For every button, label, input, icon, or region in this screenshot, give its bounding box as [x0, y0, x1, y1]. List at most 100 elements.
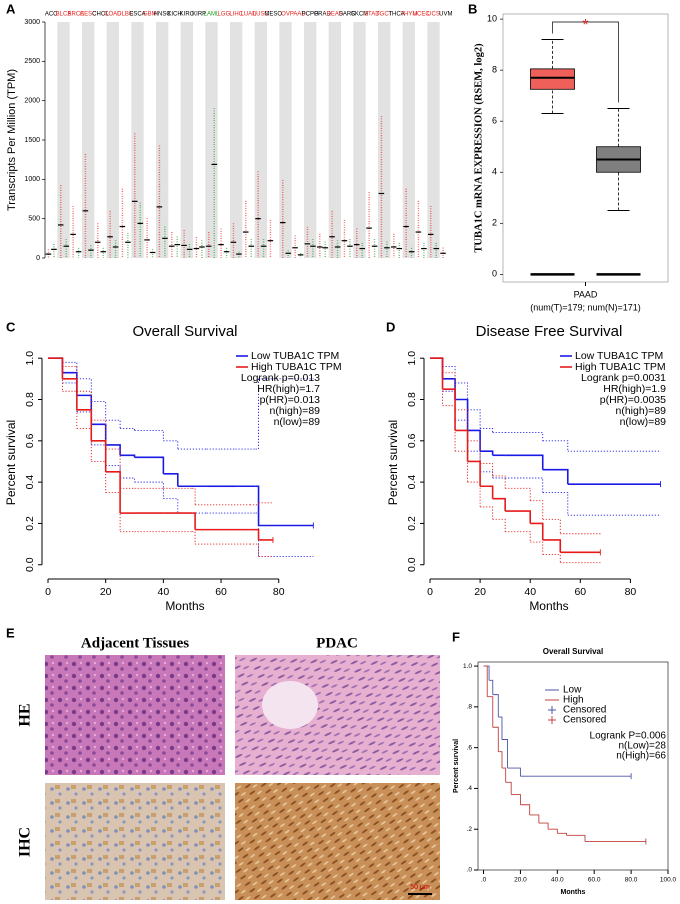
- ci-lower: [91, 461, 107, 493]
- y-tick-label: 2: [492, 218, 497, 228]
- chart-panel: C 0 20 40 60 80 0.0 0.2 0.4 0.6 0.8 1.0 Months Percen…: [4, 319, 341, 613]
- survival-curve: [62, 371, 78, 396]
- survival-curve: [501, 767, 507, 783]
- band: [378, 22, 391, 258]
- ci-lower: [48, 357, 63, 392]
- y-tick-label: 1500: [24, 137, 40, 144]
- y-tick-label: .6: [467, 744, 473, 751]
- survival-curve: [548, 828, 558, 834]
- x-tick-label: 40: [158, 586, 170, 598]
- band: [205, 22, 218, 258]
- plot-frame: [477, 661, 669, 871]
- annotation: Logrank p=0.013: [241, 372, 320, 384]
- annotation: n(low)=89: [620, 416, 667, 428]
- ci-lower: [430, 357, 443, 406]
- y-tick-label: 1.0: [406, 351, 418, 366]
- ci-upper: [120, 427, 135, 431]
- survival-curve: [480, 450, 494, 456]
- ci-lower: [480, 471, 494, 478]
- category-label: UCEC: [413, 12, 431, 18]
- category-label: SARC: [339, 12, 356, 18]
- y-tick-label: 0.0: [406, 557, 418, 572]
- ci-lower: [91, 444, 107, 466]
- category-label: OV: [281, 12, 290, 18]
- y-tick-label: 1.0: [24, 351, 36, 366]
- category-label: LGG: [217, 12, 230, 18]
- legend-label: High TUBA1C TPM: [251, 361, 342, 373]
- y-axis-label: Percent survival: [4, 420, 18, 505]
- band: [254, 22, 267, 258]
- category-label: LUSC: [253, 12, 270, 18]
- category-label: SKCM: [351, 12, 368, 18]
- x-tick-label: 60: [215, 586, 227, 598]
- survival-curve: [442, 388, 456, 431]
- category-label: ESCA: [129, 12, 145, 18]
- y-axis-label: Percent survival: [386, 420, 400, 505]
- annotation: Logrank p=0.0031: [581, 372, 666, 384]
- survival-curve: [62, 378, 78, 410]
- annotation: n(High)=66: [616, 751, 666, 762]
- ci-upper: [505, 432, 544, 441]
- ci-lower: [505, 477, 544, 493]
- ci-lower: [505, 531, 531, 543]
- annotation: n(high)=89: [270, 405, 321, 417]
- legend-label: High: [563, 695, 584, 706]
- survival-curve: [566, 834, 586, 842]
- ci-lower: [542, 491, 569, 516]
- survival-curve: [120, 454, 136, 458]
- band: [131, 22, 144, 258]
- y-axis-label: Transcripts Per Million (TPM): [6, 69, 18, 211]
- ci-lower: [120, 477, 135, 483]
- significance: *: [582, 17, 588, 34]
- category-label: LAML: [204, 12, 220, 18]
- legend-label: Low: [563, 685, 582, 696]
- survival-curve: [105, 470, 121, 514]
- ci-upper: [192, 487, 196, 505]
- x-tick-label: 40.0: [551, 877, 564, 884]
- band: [180, 22, 193, 258]
- x-tick-label: PAAD: [574, 289, 598, 299]
- survival-curve: [48, 357, 64, 379]
- ci-upper: [48, 357, 63, 367]
- band: [353, 22, 366, 258]
- survival-curve: [91, 440, 107, 472]
- y-tick-label: .8: [467, 704, 473, 711]
- legend-censor-symbol: [548, 706, 556, 714]
- survival-curve: [48, 357, 64, 373]
- survival-curve: [538, 822, 549, 830]
- ci-upper: [249, 502, 259, 506]
- category-label: MESO: [264, 12, 282, 18]
- ci-lower: [442, 405, 456, 452]
- survival-curve: [467, 460, 481, 487]
- survival-curve: [249, 528, 260, 540]
- category-label: COAD: [104, 12, 122, 18]
- survival-curve: [430, 357, 444, 379]
- ci-lower: [76, 427, 92, 462]
- ci-lower: [530, 541, 544, 555]
- survival-curve: [492, 497, 506, 512]
- band: [427, 22, 440, 258]
- ci-upper: [455, 382, 469, 410]
- ci-lower: [62, 382, 78, 412]
- survival-curve: [255, 485, 260, 526]
- band: [106, 22, 119, 258]
- chart-title: Overall Survival: [132, 323, 237, 340]
- x-axis-label: Months: [165, 599, 204, 613]
- ci-upper: [492, 475, 506, 489]
- category-label: UVM: [439, 12, 452, 18]
- ci-upper: [467, 409, 481, 429]
- annotation: p(HR)=0.0035: [600, 394, 666, 406]
- band: [279, 22, 292, 258]
- column-label: Adjacent Tissues: [81, 635, 189, 651]
- annotation: n(Low)=28: [618, 741, 666, 752]
- panel-letter: C: [6, 319, 16, 334]
- survival-curve: [530, 522, 544, 540]
- band: [57, 22, 70, 258]
- y-tick-label: 10: [487, 13, 497, 23]
- survival-curve: [520, 804, 531, 815]
- ci-upper: [442, 366, 456, 383]
- category-label: BLCA: [56, 12, 72, 18]
- category-label: PCPG: [302, 12, 319, 18]
- y-tick-label: 0: [36, 255, 40, 262]
